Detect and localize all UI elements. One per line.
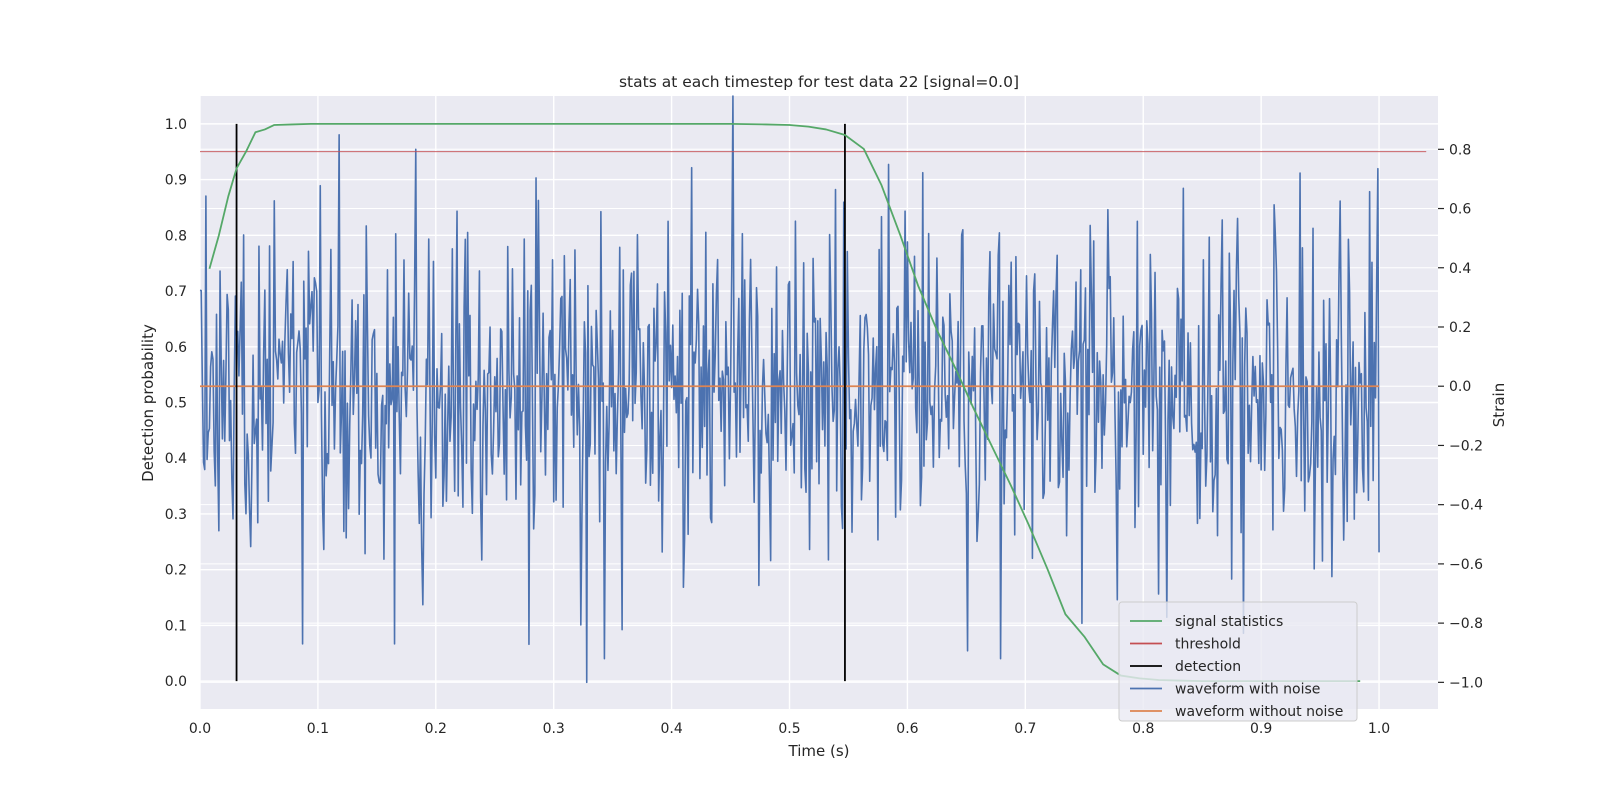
x-tick-label: 0.7: [1014, 721, 1036, 737]
legend-label: detection: [1175, 659, 1241, 675]
y-tick-label: 0.3: [165, 507, 187, 523]
y2-tick-label: 0.4: [1449, 261, 1471, 277]
y-axis-right: −1.0 −0.8 −0.6 −0.4 −0.2 0.0 0.2 0.4 0.6 0.8: [1438, 142, 1483, 691]
x-tick-label: 0.1: [307, 721, 329, 737]
x-tick-label: 0.3: [543, 721, 565, 737]
x-tick-label: 0.9: [1250, 721, 1272, 737]
y-axis-title: Detection probability: [139, 324, 157, 482]
legend-label: waveform with noise: [1175, 682, 1320, 698]
x-tick-label: 0.6: [896, 721, 918, 737]
legend-label: threshold: [1175, 637, 1241, 653]
y-tick-label: 0.5: [165, 396, 187, 412]
y2-tick-label: −0.2: [1449, 438, 1483, 454]
x-tick-label: 0.5: [778, 721, 800, 737]
y-tick-label: 0.8: [165, 228, 187, 244]
y-tick-label: 0.7: [165, 284, 187, 300]
x-tick-label: 0.2: [425, 721, 447, 737]
legend-items: signal statistics threshold detection wavef…: [1130, 614, 1343, 720]
y2-tick-label: −0.8: [1449, 616, 1483, 632]
chart-title: stats at each timestep for test data 22 …: [619, 73, 1019, 91]
y2-tick-label: 0.0: [1449, 379, 1471, 395]
x-axis: 0.0 0.1 0.2 0.3 0.4 0.5 0.6 0.7 0.8 0.9 1.0: [189, 721, 1390, 737]
y-tick-label: 0.4: [165, 451, 187, 467]
x-axis-title: Time (s): [788, 742, 850, 760]
y-tick-label: 0.1: [165, 618, 187, 634]
x-tick-label: 1.0: [1368, 721, 1390, 737]
y2-tick-label: 0.8: [1449, 142, 1471, 158]
y2-tick-label: 0.6: [1449, 202, 1471, 218]
y-tick-label: 0.2: [165, 563, 187, 579]
legend-label: waveform without noise: [1175, 704, 1343, 720]
y-axis-left: 0.0 0.1 0.2 0.3 0.4 0.5 0.6 0.7 0.8 0.9 1.0: [165, 117, 187, 690]
y2-tick-label: 0.2: [1449, 320, 1471, 336]
x-tick-label: 0.0: [189, 721, 211, 737]
legend-box: [1118, 601, 1358, 722]
y-tick-label: 1.0: [165, 117, 187, 133]
y2-tick-label: −0.6: [1449, 557, 1483, 573]
y2-axis-title: Strain: [1490, 383, 1508, 427]
x-tick-label: 0.4: [660, 721, 682, 737]
legend: signal statistics threshold detection wavef…: [1118, 601, 1358, 722]
y-tick-label: 0.0: [165, 674, 187, 690]
y-tick-label: 0.9: [165, 173, 187, 189]
y2-tick-label: −0.4: [1449, 498, 1483, 514]
y2-tick-label: −1.0: [1449, 675, 1483, 691]
legend-label: signal statistics: [1175, 614, 1283, 630]
series-waveform-with-noise: [199, 95, 1380, 684]
x-tick-label: 0.8: [1132, 721, 1154, 737]
y-tick-label: 0.6: [165, 340, 187, 356]
